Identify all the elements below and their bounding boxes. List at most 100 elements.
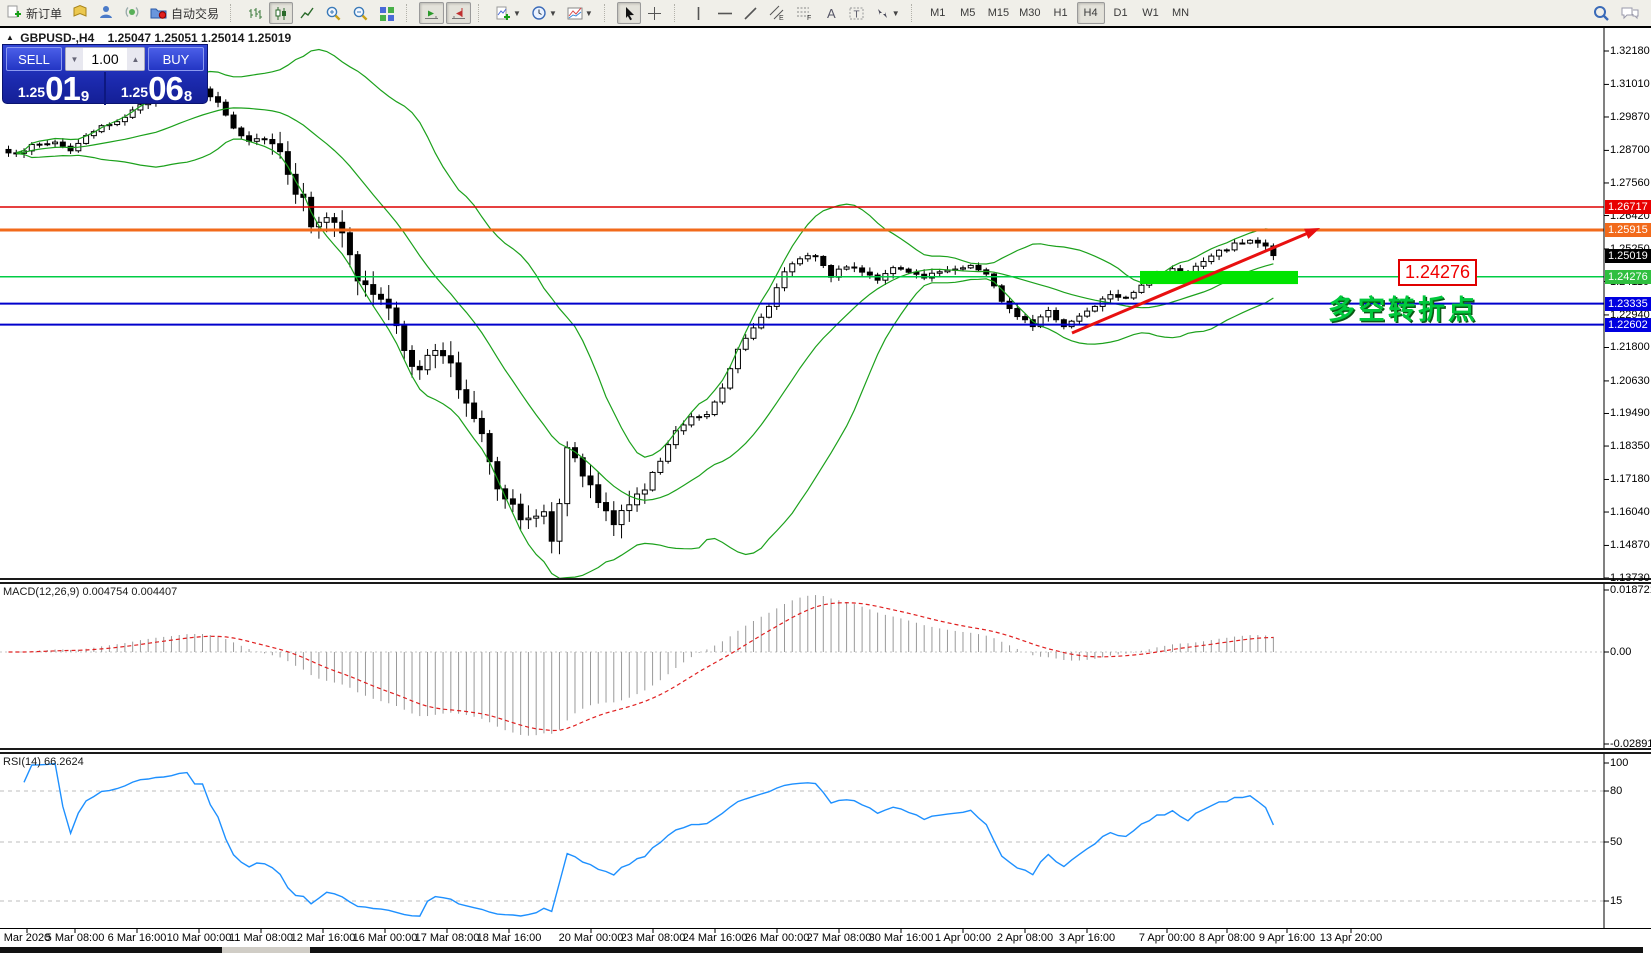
pane-separator[interactable]: [0, 578, 1651, 584]
price-tick-label: 1.29870: [1610, 110, 1650, 123]
pane-separator[interactable]: [0, 748, 1651, 754]
time-label: 9 Apr 16:00: [1258, 932, 1316, 944]
candlestick-icon: [275, 6, 287, 20]
profile-icon: [98, 4, 114, 22]
macd-axis-label: 0.018721: [1610, 584, 1651, 596]
indicators-button[interactable]: ▼: [491, 2, 525, 24]
cursor-button[interactable]: [616, 2, 641, 24]
search-button[interactable]: [1588, 2, 1614, 24]
toolbar-separator: [478, 4, 486, 22]
timeframe-d1-button[interactable]: D1: [1113, 7, 1128, 19]
macd-axis-label: -0.028913: [1610, 738, 1651, 750]
community-button[interactable]: [1616, 2, 1644, 24]
time-label: 7 Apr 00:00: [1138, 932, 1196, 944]
volume-increase-button[interactable]: ▲: [127, 48, 144, 70]
toolbar-separator: [230, 4, 238, 22]
fibonacci-button[interactable]: F: [792, 2, 817, 24]
price-tag-1.25915: 1.25915: [1605, 222, 1651, 237]
volume-decrease-button[interactable]: ▼: [66, 48, 83, 70]
timeframe-m15-button[interactable]: M15: [987, 7, 1010, 19]
window-frame: [0, 26, 1651, 28]
chart-title: ▲ GBPUSD-,H4 1.25047 1.25051 1.25014 1.2…: [6, 31, 291, 45]
autotrading-button[interactable]: 自动交易: [146, 2, 223, 24]
timeframe-m5-button[interactable]: M5: [960, 7, 976, 19]
timeframe-w1-button[interactable]: W1: [1142, 7, 1159, 19]
time-label: 20 Mar 00:00: [558, 932, 624, 944]
new-order-button[interactable]: 新订单: [3, 2, 66, 24]
rsi-axis-label: 80: [1610, 785, 1623, 797]
tile-windows-icon: [380, 6, 395, 21]
new-order-icon: [7, 4, 22, 22]
horizontal-line-icon: [717, 12, 732, 14]
timeframe-m1-button[interactable]: M1: [930, 7, 946, 19]
price-axis[interactable]: 1.32180 1.31010 1.29870 1.28700 1.27560 1.264…: [1604, 28, 1651, 953]
new-order-label: 新订单: [26, 6, 63, 21]
templates-button[interactable]: ▼: [563, 2, 597, 24]
equidistant-channel-button[interactable]: E: [765, 2, 790, 24]
crosshair-button[interactable]: [643, 2, 667, 24]
zoom-in-button[interactable]: [321, 2, 346, 24]
vertical-line-icon: [697, 6, 700, 20]
dropdown-caret: ▼: [584, 8, 593, 18]
time-label: 5 Mar 08:00: [45, 932, 105, 944]
timeframe-mn-button[interactable]: MN: [1171, 7, 1190, 19]
buy-price-small: 1.25: [120, 84, 149, 100]
text-icon: A: [827, 6, 836, 21]
volume-value[interactable]: 1.00: [91, 51, 119, 67]
time-label: 27 Mar 08:00: [806, 932, 872, 944]
bottom-scrollbar[interactable]: [0, 947, 1651, 953]
line-chart-button[interactable]: [295, 2, 319, 24]
vertical-line-button[interactable]: [687, 2, 711, 24]
text-button[interactable]: A: [819, 2, 843, 24]
chat-bubbles-icon: [1621, 7, 1639, 20]
scrollbar-thumb[interactable]: [222, 947, 310, 953]
candlestick-chart-button[interactable]: [269, 2, 294, 24]
tile-windows-button[interactable]: [375, 2, 399, 24]
price-tag-1.25019: 1.25019: [1605, 248, 1651, 263]
text-label-button[interactable]: T: [845, 2, 869, 24]
price-tag-1.24276: 1.24276: [1605, 269, 1651, 284]
price-tick-label: 1.27560: [1610, 176, 1650, 189]
rsi-axis-label: 100: [1610, 757, 1629, 769]
buy-price[interactable]: 1.25 06 8: [106, 72, 207, 105]
horizontal-line-button[interactable]: [713, 2, 737, 24]
level-callout-box[interactable]: 1.24276: [1398, 259, 1477, 286]
time-label: 12 Mar 16:00: [290, 932, 356, 944]
trendline-icon: [744, 6, 757, 20]
bar-chart-button[interactable]: [243, 2, 267, 24]
chinese-annotation[interactable]: 多空转折点: [1328, 295, 1478, 325]
periods-button[interactable]: ▼: [527, 2, 561, 24]
toolbar: 新订单 自动交易 ▼ ▼ ▼ E F A T ▼ M1 M5 M15 M30 H1 H4 D…: [0, 0, 1651, 26]
news-button[interactable]: [120, 2, 144, 24]
timeframe-h4-button[interactable]: H4: [1076, 2, 1105, 24]
price-tick-label: 1.20630: [1610, 374, 1650, 387]
profile-button[interactable]: [94, 2, 118, 24]
price-tick-label: 1.18350: [1610, 440, 1650, 453]
trendline-button[interactable]: [739, 2, 763, 24]
indicators-icon: [496, 6, 511, 20]
sell-button[interactable]: SELL: [6, 47, 62, 71]
time-axis[interactable]: Mar 2020 5 Mar 08:00 6 Mar 16:00 10 Mar 00:…: [0, 929, 1651, 947]
autotrading-label: 自动交易: [171, 6, 220, 21]
autotrading-icon: [150, 4, 167, 22]
chart-shift-button[interactable]: [446, 2, 472, 24]
timeframe-m30-button[interactable]: M30: [1019, 7, 1041, 19]
toolbar-separator: [673, 4, 682, 22]
ohlc-values: 1.25047 1.25051 1.25014 1.25019: [107, 31, 292, 45]
macd-label: MACD(12,26,9) 0.004754 0.004407: [3, 586, 178, 598]
timeframe-h1-button[interactable]: H1: [1053, 7, 1068, 19]
time-label: 16 Mar 00:00: [352, 932, 418, 944]
sell-price[interactable]: 1.25 01 9: [3, 72, 106, 105]
buy-button[interactable]: BUY: [148, 47, 204, 71]
marketwatch-button[interactable]: [68, 2, 92, 24]
price-tick-label: 1.21800: [1610, 341, 1650, 354]
zoom-out-button[interactable]: [348, 2, 373, 24]
arrows-button[interactable]: ▼: [871, 2, 904, 24]
buy-price-sup: 8: [183, 88, 193, 105]
crosshair-icon: [648, 6, 662, 20]
toolbar-separator: [603, 4, 612, 22]
one-click-trading-panel: SELL ▼ 1.00 ▲ BUY 1.25 01 9 1.25 06 8: [2, 44, 208, 105]
autoscroll-button[interactable]: [419, 2, 445, 24]
